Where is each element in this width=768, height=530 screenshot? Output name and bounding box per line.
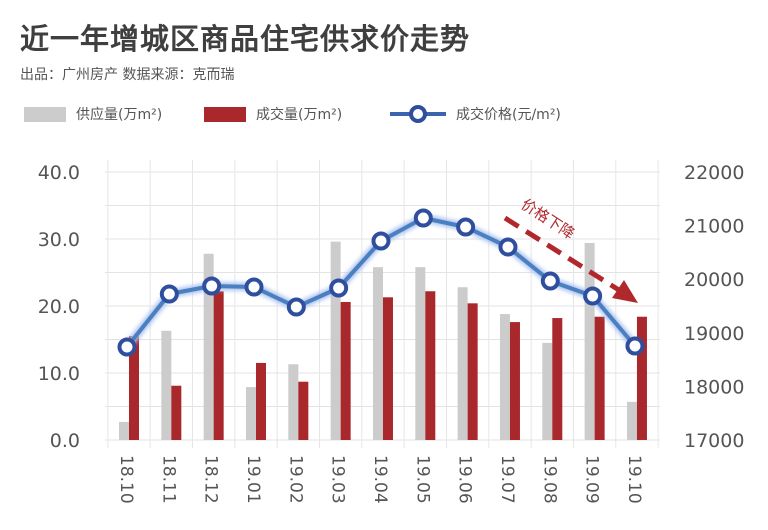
price-marker — [456, 217, 476, 237]
legend-label-deal: 成交量(万m²) — [256, 107, 343, 123]
legend-price: 成交价格(元/m²) — [390, 104, 561, 124]
legend-deal: 成交量(万m²) — [204, 104, 342, 124]
left-axis-tick: 0.0 — [50, 430, 80, 452]
price-marker — [329, 278, 349, 298]
legend-swatch-deal — [204, 106, 246, 122]
price-marker — [202, 276, 222, 296]
legend-swatch-supply — [24, 106, 66, 122]
price-marker — [244, 277, 264, 297]
right-axis-tick: 17000 — [684, 430, 744, 452]
right-axis-tick: 18000 — [684, 376, 744, 398]
right-axis-tick: 19000 — [684, 323, 744, 345]
x-axis-tick: 19.10 — [624, 455, 644, 504]
bar-deal — [340, 301, 351, 440]
legend-supply: 供应量(万m²) — [24, 104, 162, 124]
left-axis-tick: 20.0 — [38, 296, 80, 318]
right-axis-tick: 22000 — [684, 162, 744, 184]
right-axis-tick: 20000 — [684, 269, 744, 291]
x-axis-tick: 19.09 — [582, 455, 602, 504]
trend-arrow-head-icon — [612, 280, 638, 303]
bar-supply — [245, 387, 256, 440]
bar-deal — [636, 316, 647, 440]
left-axis-tick: 10.0 — [38, 363, 80, 385]
bar-supply — [203, 253, 214, 440]
bar-deal — [552, 318, 563, 440]
annotation-label: 价格下降 — [518, 195, 578, 243]
price-marker — [413, 208, 433, 228]
bar-deal — [594, 316, 605, 440]
bar-deal — [425, 291, 436, 440]
left-axis-tick: 30.0 — [38, 229, 80, 251]
bar-supply — [626, 401, 637, 440]
price-marker — [117, 337, 137, 357]
x-axis-tick: 19.06 — [455, 455, 475, 504]
legend-label-supply: 供应量(万m²) — [76, 107, 163, 123]
bar-supply — [542, 342, 553, 440]
trend-arrow-shaft — [503, 215, 624, 295]
x-axis-tick: 19.07 — [497, 455, 517, 504]
bar-supply — [499, 314, 510, 440]
price-marker — [498, 237, 518, 257]
bar-supply — [584, 243, 595, 440]
x-axis-tick: 19.05 — [412, 455, 432, 504]
x-axis-tick: 18.11 — [158, 455, 178, 504]
legend-label-price: 成交价格(元/m²) — [456, 107, 561, 123]
x-axis-tick: 18.10 — [116, 455, 136, 504]
bar-deal — [467, 303, 478, 440]
bar-deal — [255, 362, 266, 440]
price-marker — [159, 284, 179, 304]
price-marker — [371, 231, 391, 251]
x-axis-tick: 19.03 — [328, 455, 348, 504]
bar-deal — [171, 385, 182, 440]
bar-supply — [415, 267, 426, 440]
price-marker — [583, 286, 603, 306]
bar-supply — [457, 287, 468, 440]
right-axis-tick: 21000 — [684, 216, 744, 238]
x-axis-tick: 19.02 — [285, 455, 305, 504]
bar-supply — [119, 421, 129, 440]
chart-subtitle: 出品：广州房产 数据来源：克而瑞 — [20, 67, 235, 83]
bar-deal — [298, 381, 309, 440]
price-marker — [540, 271, 560, 291]
x-axis-tick: 19.01 — [243, 455, 263, 504]
chart-title: 近一年增城区商品住宅供求价走势 — [20, 22, 471, 56]
bar-supply — [161, 330, 172, 440]
bar-deal — [382, 297, 393, 440]
bar-supply — [372, 267, 383, 440]
legend-line-marker-icon — [390, 105, 446, 123]
bar-supply — [330, 241, 341, 440]
left-axis-tick: 40.0 — [38, 162, 80, 184]
bar-supply — [288, 364, 299, 440]
x-axis-tick: 19.08 — [539, 455, 559, 504]
x-axis-tick: 19.04 — [370, 455, 390, 504]
bar-deal — [509, 322, 520, 440]
x-axis-tick: 18.12 — [201, 455, 221, 504]
price-marker — [286, 297, 306, 317]
bar-deal — [129, 336, 139, 440]
price-marker — [625, 336, 645, 356]
bar-deal — [213, 291, 224, 440]
